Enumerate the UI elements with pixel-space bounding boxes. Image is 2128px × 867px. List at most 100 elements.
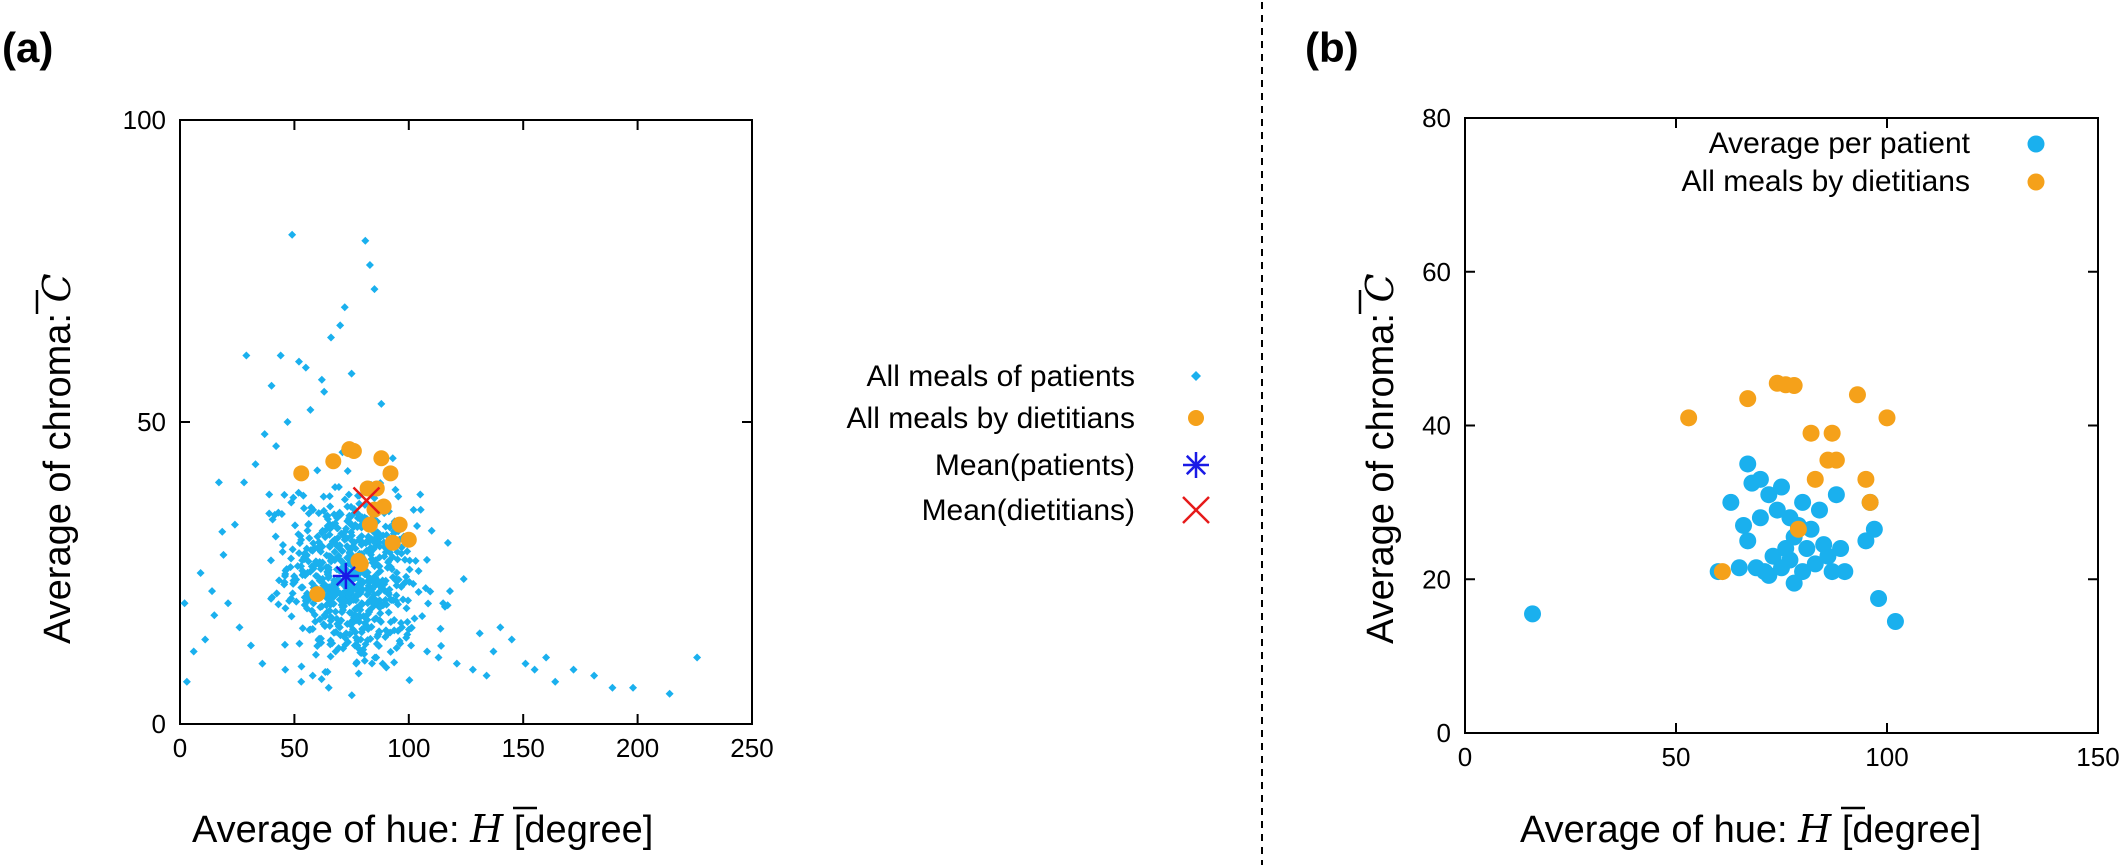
data-point-a-s0	[382, 663, 391, 672]
legend-a-label-1: All meals by dietitians	[847, 402, 1135, 435]
x-axis-title-b: Average of hue: H [degree]	[1520, 807, 1981, 851]
data-point-a-s0	[180, 599, 189, 608]
data-point-a-s0	[388, 573, 397, 582]
data-point-a-s0	[394, 492, 403, 501]
chart-a: 0 50 100 150 200 250 0 50 100 Average of hue: H …	[35, 105, 1210, 851]
data-point-a-s0	[507, 635, 516, 644]
tick-group-a: 0 50 100 150 200 250 0 50 100	[123, 105, 774, 763]
data-point-a-s0	[367, 604, 376, 613]
data-point-a-s0	[340, 495, 349, 504]
data-point-a-s0	[278, 540, 287, 549]
data-point-a-s0	[436, 624, 445, 633]
data-point-a-s0	[395, 637, 404, 646]
chart-b: 0 50 100 150 0 20 40 60 80 Average of hue: H [de…	[1358, 103, 2120, 851]
data-point-a-s0	[427, 526, 436, 535]
data-point-a-s0	[324, 565, 333, 574]
data-point-a-s0	[397, 623, 406, 632]
data-point-a-s0	[385, 585, 394, 594]
data-point-b-s0	[1751, 509, 1769, 527]
data-point-a-s0	[361, 539, 370, 548]
data-point-a-s0	[424, 599, 433, 608]
data-point-a-s0	[271, 532, 280, 541]
data-point-a-s0	[310, 610, 319, 619]
data-point-a-s0	[348, 625, 357, 634]
data-point-a-s3-stroke	[352, 486, 381, 515]
data-point-a-s0	[331, 607, 340, 616]
data-point-b-s0	[1760, 566, 1778, 584]
data-point-a-s0	[326, 523, 335, 532]
data-point-b-s1	[1713, 563, 1731, 581]
y-tick-label-a: 0	[152, 709, 166, 739]
data-point-a-s0	[372, 653, 381, 662]
data-point-a-s1	[384, 534, 401, 551]
data-point-a-s0	[384, 608, 393, 617]
y-tick-label-b: 60	[1422, 257, 1451, 287]
data-point-a-s0	[416, 490, 425, 499]
y-tick-label-a: 50	[137, 407, 166, 437]
legend-a-label-2: Mean(patients)	[935, 449, 1135, 482]
data-point-a-s1	[293, 465, 310, 482]
data-point-a-s0	[315, 542, 324, 551]
data-point-a-s0	[218, 527, 227, 536]
data-point-a-s0	[388, 553, 397, 562]
data-point-a-s0	[265, 490, 274, 499]
panel-label-b: (b)	[1305, 24, 1359, 71]
data-point-a-s0	[312, 571, 321, 580]
data-point-a-s0	[390, 658, 399, 667]
data-point-a-s0	[326, 652, 335, 661]
data-point-b-s0	[1524, 605, 1542, 623]
data-point-a-s0	[426, 587, 435, 596]
data-point-a-s0	[475, 629, 484, 638]
data-point-a-s0	[338, 603, 347, 612]
data-point-a-s0	[399, 595, 408, 604]
data-point-a-s0	[295, 549, 304, 558]
y-axis-title-b: Average of chroma: C	[1358, 273, 1402, 644]
data-point-a-s0	[335, 541, 344, 550]
data-point-b-s0	[1760, 486, 1778, 504]
data-point-b-s0	[1865, 520, 1883, 538]
data-point-a-s0	[182, 677, 191, 686]
data-point-a-s0	[392, 568, 401, 577]
data-point-a-s0	[305, 534, 314, 543]
data-point-a-s0	[242, 351, 251, 360]
data-point-a-s0	[445, 587, 454, 596]
data-point-a-s0	[295, 639, 304, 648]
data-point-a-s0	[352, 659, 361, 668]
data-point-a-s0	[377, 399, 386, 408]
data-point-a-s0	[297, 677, 306, 686]
data-point-a-s0	[551, 677, 560, 686]
data-point-a-s0	[384, 629, 393, 638]
y-tick-label-b: 40	[1422, 411, 1451, 441]
y-tick-label-b: 0	[1437, 718, 1451, 748]
data-point-a-s0	[303, 589, 312, 598]
data-point-b-s1	[1785, 377, 1803, 395]
data-point-a-s0	[313, 532, 322, 541]
data-point-a-s0	[196, 569, 205, 577]
data-point-a-s1	[361, 516, 378, 533]
data-point-b-s1	[1861, 493, 1879, 511]
legend-a-marker-0	[1191, 371, 1201, 381]
data-point-a-s0	[354, 669, 363, 678]
data-point-a-s0	[386, 647, 395, 656]
data-point-a-s0	[318, 526, 327, 535]
data-point-a-s0	[267, 594, 276, 603]
x-tick-label-a: 250	[730, 733, 773, 763]
data-point-a-s0	[280, 490, 289, 499]
data-point-b-s0	[1751, 470, 1769, 488]
x-tick-label-a: 150	[502, 733, 545, 763]
data-point-b-s1	[1848, 386, 1866, 404]
tick-group-b: 0 50 100 150 0 20 40 60 80	[1422, 103, 2120, 772]
data-point-a-s0	[323, 511, 332, 520]
data-point-a-s0	[327, 557, 336, 566]
data-point-a-s0	[405, 556, 414, 565]
y-tick-label-b: 80	[1422, 103, 1451, 133]
legend-a-label-0: All meals of patients	[867, 360, 1135, 393]
data-point-a-s0	[342, 629, 351, 638]
data-point-a-s0	[309, 505, 318, 514]
data-point-a-s0	[288, 230, 297, 239]
data-point-a-s0	[391, 485, 400, 494]
data-point-b-s0	[1768, 501, 1786, 519]
data-point-a-s0	[325, 530, 334, 539]
data-point-a-s0	[324, 572, 333, 581]
data-point-b-s0	[1819, 547, 1837, 565]
